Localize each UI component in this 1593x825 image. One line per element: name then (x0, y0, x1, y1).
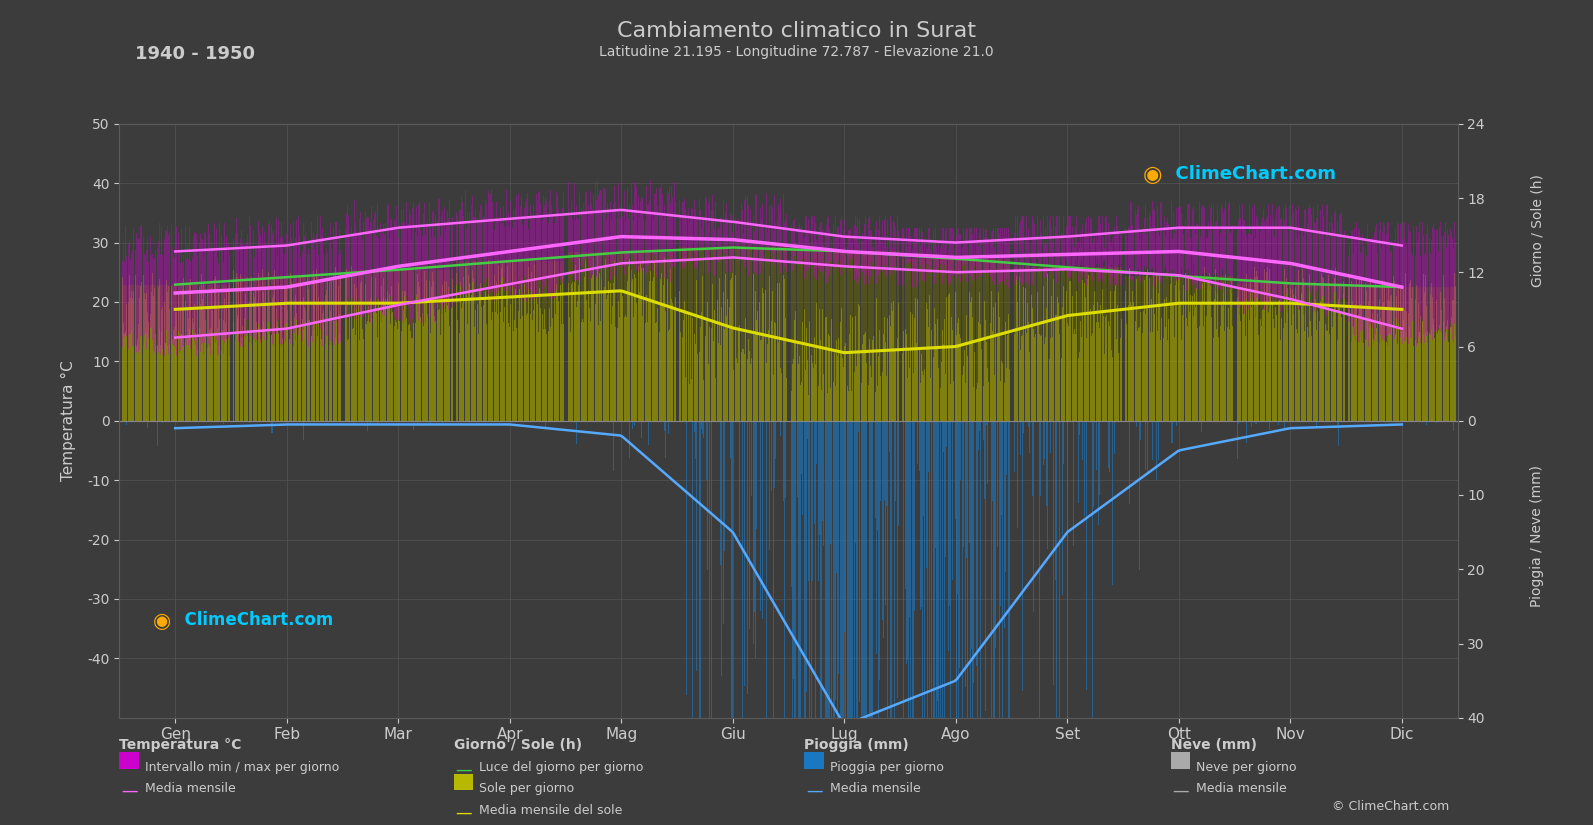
Text: Pioggia / Neve (mm): Pioggia / Neve (mm) (1531, 465, 1544, 607)
Text: Media mensile: Media mensile (830, 782, 921, 795)
Text: 1940 - 1950: 1940 - 1950 (135, 45, 255, 64)
Text: Media mensile del sole: Media mensile del sole (479, 804, 623, 817)
Text: Neve (mm): Neve (mm) (1171, 738, 1257, 752)
Text: Pioggia (mm): Pioggia (mm) (804, 738, 910, 752)
Text: ◉: ◉ (153, 610, 170, 631)
Text: Neve per giorno: Neve per giorno (1196, 761, 1297, 774)
Text: Giorno / Sole (h): Giorno / Sole (h) (1531, 175, 1544, 287)
Text: Media mensile: Media mensile (1196, 782, 1287, 795)
Text: Pioggia per giorno: Pioggia per giorno (830, 761, 943, 774)
Text: ClimeChart.com: ClimeChart.com (1163, 165, 1337, 183)
Text: —: — (121, 782, 137, 800)
Text: © ClimeChart.com: © ClimeChart.com (1332, 799, 1450, 813)
Text: ClimeChart.com: ClimeChart.com (174, 610, 333, 629)
Text: —: — (1172, 782, 1188, 800)
Text: Temperatura °C: Temperatura °C (119, 738, 242, 752)
Text: Cambiamento climatico in Surat: Cambiamento climatico in Surat (616, 21, 977, 40)
Text: —: — (806, 782, 822, 800)
Text: ◉: ◉ (1144, 165, 1163, 186)
Text: Giorno / Sole (h): Giorno / Sole (h) (454, 738, 581, 752)
Text: —: — (456, 761, 472, 779)
Y-axis label: Temperatura °C: Temperatura °C (61, 361, 76, 481)
Text: —: — (456, 804, 472, 822)
Text: Latitudine 21.195 - Longitudine 72.787 - Elevazione 21.0: Latitudine 21.195 - Longitudine 72.787 -… (599, 45, 994, 59)
Text: Intervallo min / max per giorno: Intervallo min / max per giorno (145, 761, 339, 774)
Text: Media mensile: Media mensile (145, 782, 236, 795)
Text: Sole per giorno: Sole per giorno (479, 782, 575, 795)
Text: Luce del giorno per giorno: Luce del giorno per giorno (479, 761, 644, 774)
